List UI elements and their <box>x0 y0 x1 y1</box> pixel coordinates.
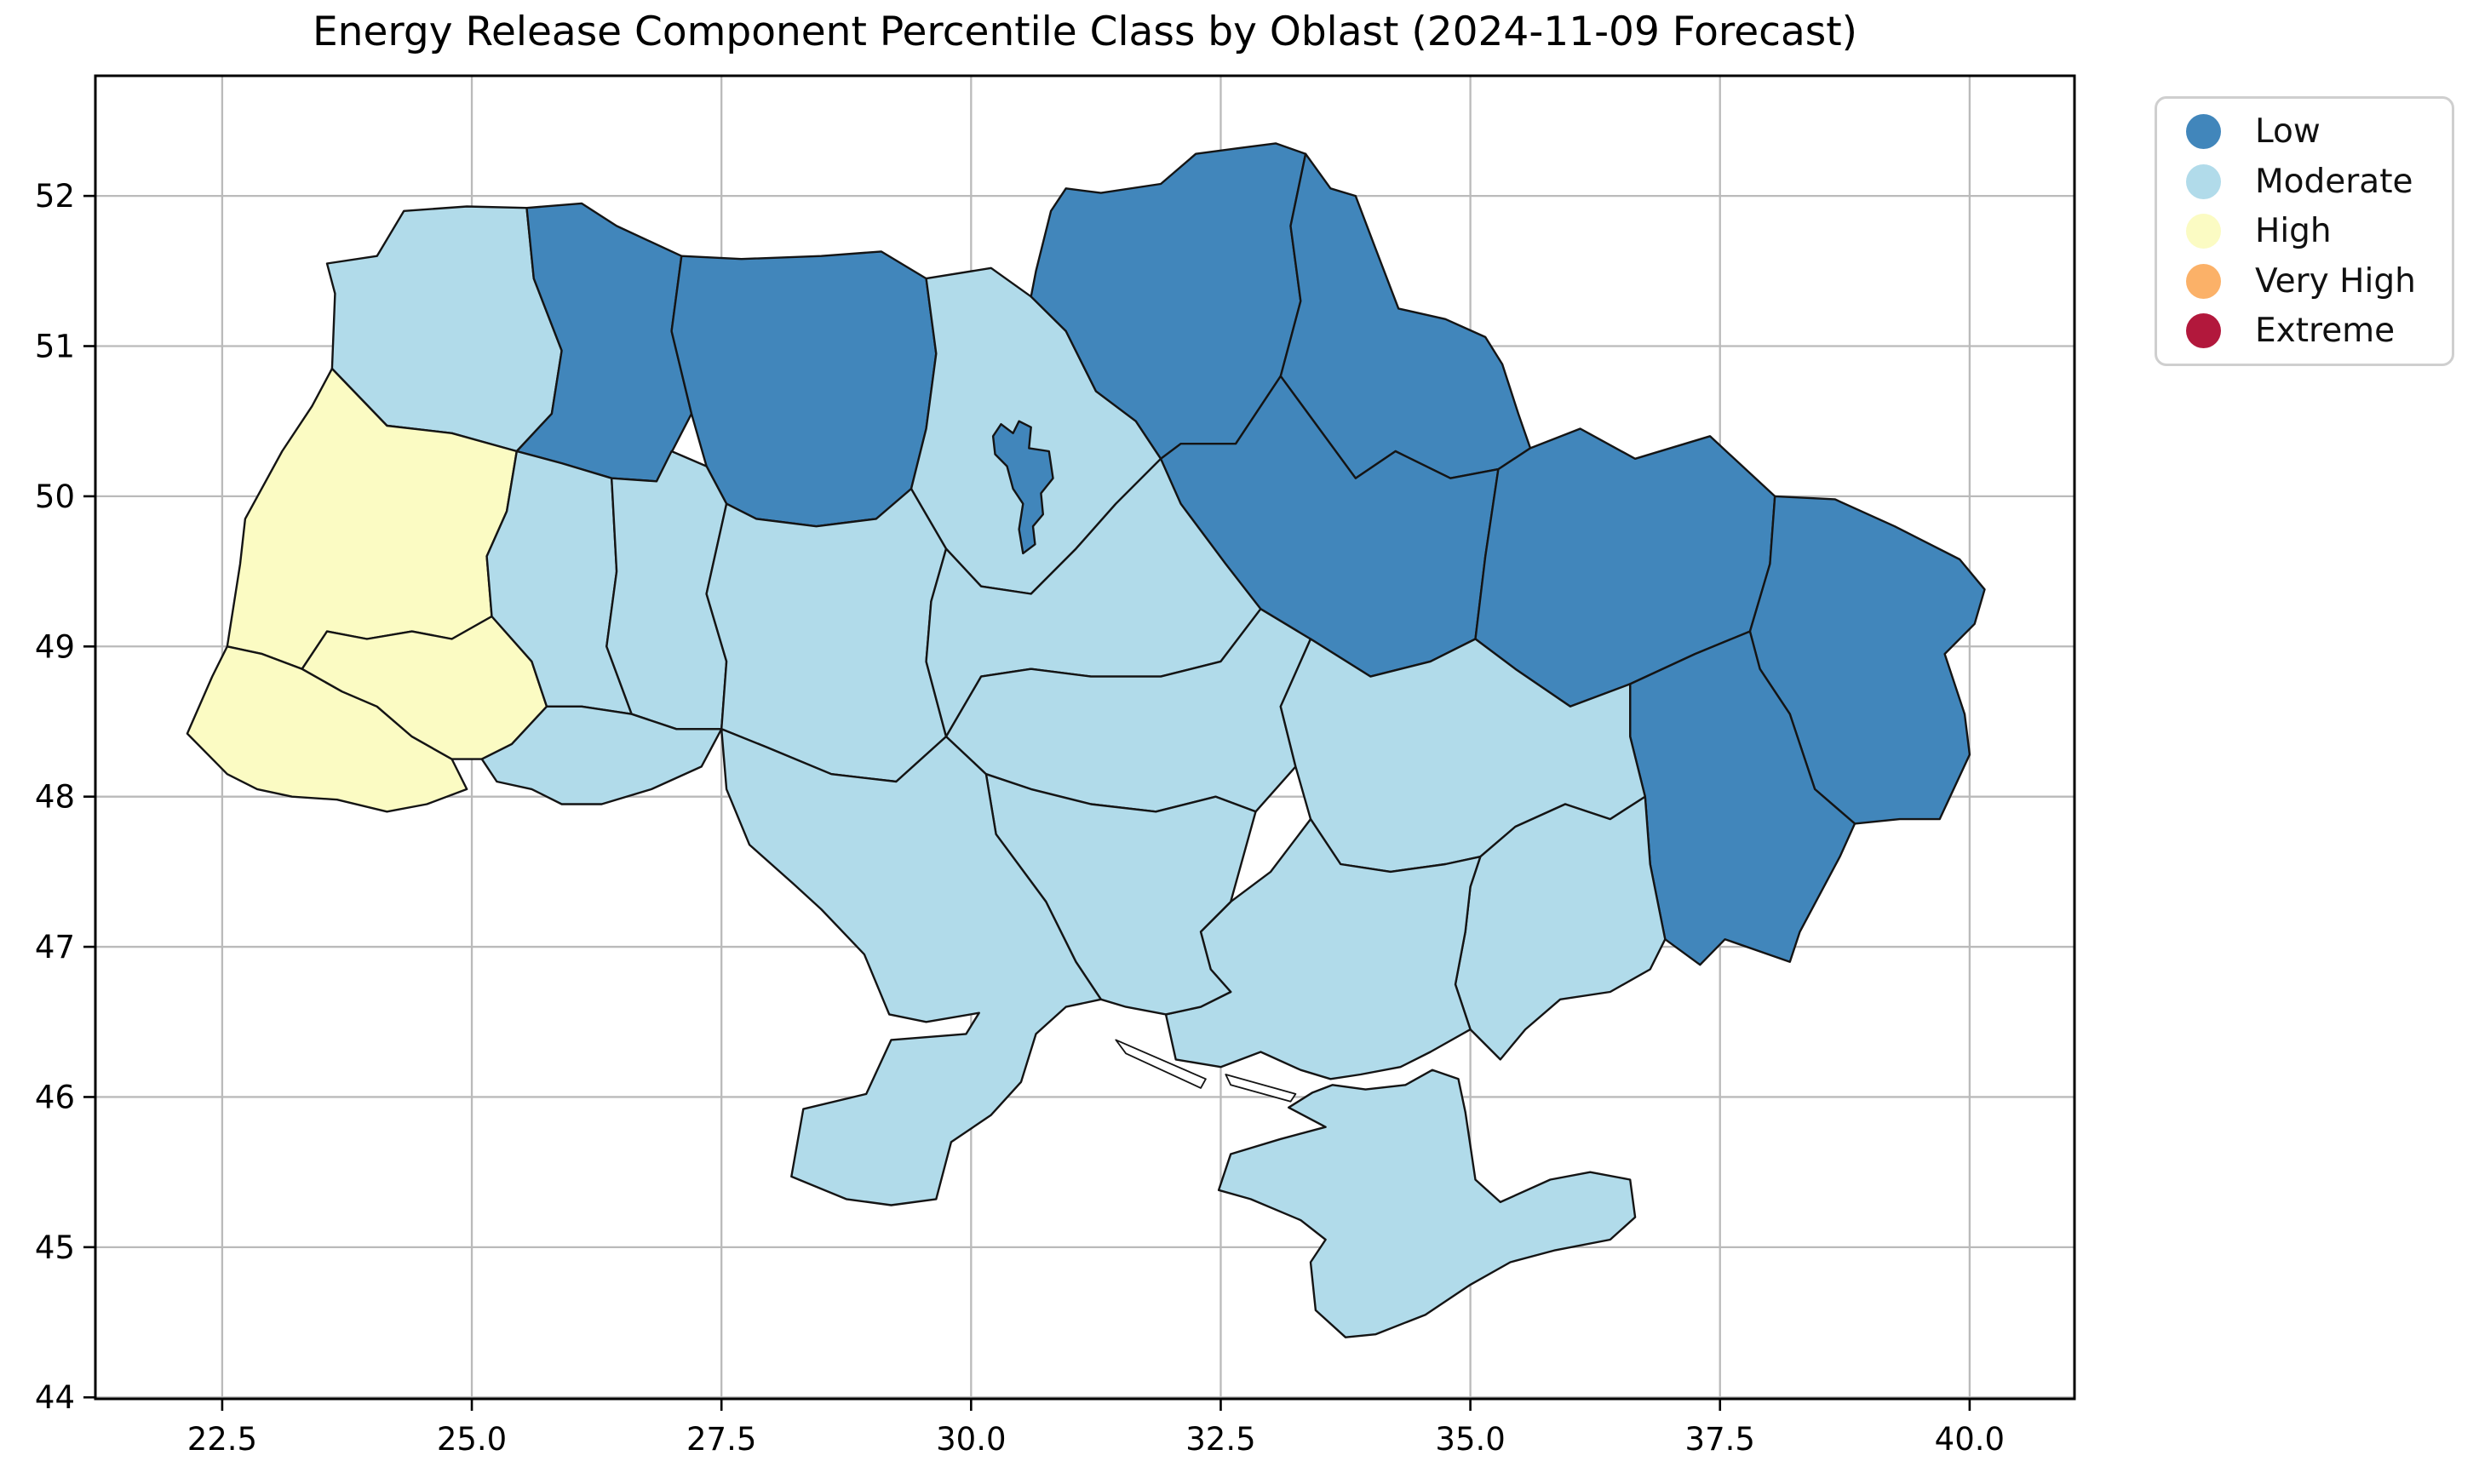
region-sumy <box>1279 152 1532 479</box>
legend-label: Very High <box>2255 261 2416 301</box>
legend-swatch-icon <box>2186 163 2221 199</box>
legend-item-low: Low <box>2157 108 2452 156</box>
region-chernivtsi <box>480 705 723 805</box>
y-tick-label: 49 <box>35 628 75 665</box>
legend-swatch-icon <box>2186 263 2221 299</box>
legend-item-very-high: Very High <box>2157 257 2452 305</box>
x-tick-label: 40.0 <box>1935 1421 2005 1458</box>
x-tick-label: 37.5 <box>1685 1421 1755 1458</box>
x-tick-label: 25.0 <box>437 1421 507 1458</box>
chart-title: Energy Release Component Percentile Clas… <box>312 9 1858 55</box>
legend: Low Moderate High Very High Extreme <box>2155 96 2454 366</box>
legend-swatch-icon <box>2186 313 2221 348</box>
y-tick-label: 47 <box>35 929 75 965</box>
y-tick-label: 45 <box>35 1229 75 1266</box>
y-tick-label: 52 <box>35 178 75 215</box>
legend-label: Extreme <box>2255 312 2396 350</box>
legend-swatch-icon <box>2186 114 2221 149</box>
x-tick-label: 35.0 <box>1435 1421 1505 1458</box>
x-tick-label: 30.0 <box>936 1421 1006 1458</box>
legend-label: High <box>2255 212 2332 250</box>
region-kyiv-city <box>991 420 1054 555</box>
region-odesa <box>720 728 1102 1206</box>
x-tick-label: 32.5 <box>1185 1421 1255 1458</box>
coastal-spit <box>1225 1074 1297 1103</box>
region-crimea <box>1217 1069 1637 1338</box>
x-tick-label: 22.5 <box>187 1421 257 1458</box>
coastal-spit <box>1115 1039 1207 1089</box>
y-tick-label: 50 <box>35 478 75 515</box>
legend-item-high: High <box>2157 208 2452 255</box>
x-tick-label: 27.5 <box>686 1421 756 1458</box>
legend-item-extreme: Extreme <box>2157 307 2452 355</box>
legend-swatch-icon <box>2186 214 2221 249</box>
legend-label: Moderate <box>2255 162 2413 201</box>
y-tick-label: 48 <box>35 779 75 816</box>
y-tick-label: 46 <box>35 1079 75 1115</box>
legend-item-moderate: Moderate <box>2157 158 2452 205</box>
y-tick-label: 44 <box>35 1379 75 1416</box>
legend-label: Low <box>2255 112 2321 151</box>
axes-frame <box>94 74 2076 1401</box>
y-tick-label: 51 <box>35 329 75 365</box>
